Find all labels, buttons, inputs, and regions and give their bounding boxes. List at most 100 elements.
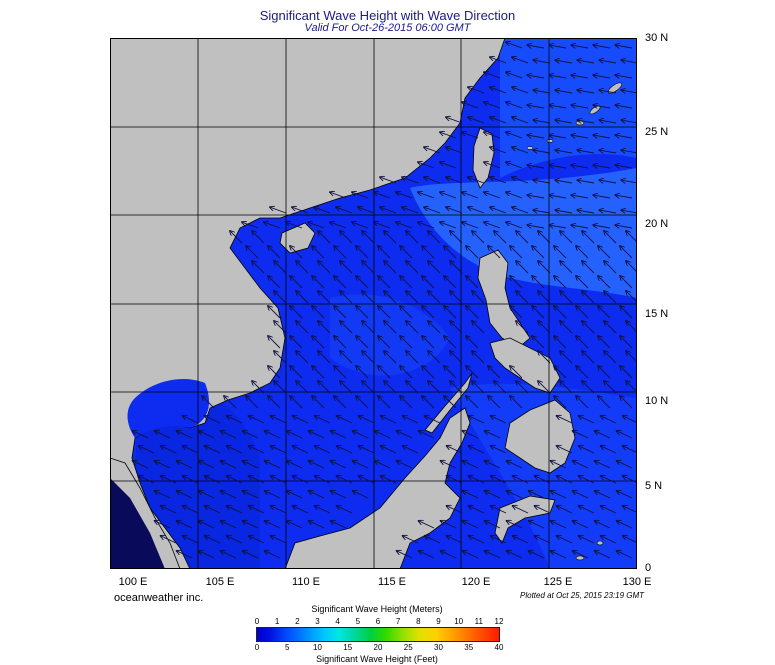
wave-arrow [447,506,463,514]
wave-arrow [183,416,199,424]
wave-arrow [463,491,479,499]
wave-arrow [516,261,529,274]
wave-arrow [406,231,419,244]
wave-arrow [221,521,237,529]
wave-arrow [293,446,309,454]
wave-arrow [356,246,369,259]
wave-arrow [290,396,303,409]
wave-arrow [599,90,617,93]
wave-arrow [626,261,637,273]
wave-arrow [617,461,633,469]
wave-arrow [579,536,595,544]
wave-arrow [576,396,589,409]
wave-arrow [538,381,551,394]
wave-arrow [623,416,637,424]
wave-arrow [488,366,501,379]
wave-arrow [356,276,369,289]
wave-arrow [356,336,369,349]
wave-arrow [555,60,573,63]
wave-arrow [577,210,595,213]
wave-arrow [444,366,457,379]
wave-arrow [155,521,171,529]
wave-arrow [485,491,501,499]
wave-arrow [516,321,529,334]
wave-arrow [621,120,637,123]
wave-arrow [484,72,501,79]
wave-arrow [571,135,589,138]
wave-arrow [375,431,391,439]
wave-arrow [268,366,281,379]
wave-arrow [252,261,265,274]
wave-arrow [490,207,507,214]
wave-arrow [621,180,637,183]
wave-arrow [422,246,435,259]
land-sulawesi [494,495,556,544]
wave-arrow [626,381,637,393]
wave-arrow [381,416,397,424]
wave-arrow [292,207,309,214]
wave-arrow [623,446,637,454]
wave-arrow [576,246,589,259]
wave-arrow [484,192,501,199]
wave-arrow [337,506,353,514]
wave-arrow [549,75,567,78]
wave-arrow [243,551,259,559]
wave-arrow [378,246,391,259]
plotted-timestamp: Plotted at Oct 25, 2015 23:19 GMT [520,591,645,600]
lat-label-15: 15 N [645,308,669,320]
wave-arrow [599,210,617,213]
wave-arrow [469,506,485,514]
wave-arrow [268,396,281,409]
wave-arrow [374,192,391,199]
wave-arrow [249,506,265,514]
wave-arrow [549,105,567,108]
wave-arrow [403,536,419,544]
wave-arrow [488,246,501,259]
wave-arrow [555,90,573,93]
wave-arrow [428,291,441,304]
wave-arrow [384,261,397,274]
wave-arrow [287,431,303,439]
wave-arrow [177,551,193,559]
wave-arrow [507,521,523,529]
wave-arrow [617,551,633,559]
wave-arrow [418,162,435,169]
wave-arrow [331,461,347,469]
wave-arrow [593,225,611,228]
wave-arrow [402,177,419,184]
wave-arrow [312,336,325,349]
wave-arrow [598,396,611,409]
wave-arrow [512,87,529,94]
wave-arrow [510,396,523,409]
wave-arrow [485,461,501,469]
wave-arrow [579,416,595,424]
wave-arrow [444,246,457,259]
wave-arrow [400,276,413,289]
wave-arrow [538,231,551,244]
wave-arrow [362,261,375,274]
wave-arrow [529,521,545,529]
wave-arrow [271,536,287,544]
wave-arrow [356,366,369,379]
wave-arrow [620,336,633,349]
wave-arrow [444,396,457,409]
wave-arrow [472,291,485,304]
wave-arrow [252,231,265,244]
wave-arrow [615,165,633,168]
wave-arrow [315,506,331,514]
wave-arrow [506,42,523,49]
wave-zone-mid [330,294,450,376]
wave-arrow [463,461,479,469]
wave-arrow [527,45,545,48]
wave-arrow [468,87,485,94]
wave-arrow [422,276,435,289]
wave-arrow [533,120,551,123]
wave-arrow [287,521,303,529]
wave-arrow [549,195,567,198]
wave-arrow [535,536,551,544]
wave-arrow [384,291,397,304]
wave-arrow [507,491,523,499]
wave-arrow [287,491,303,499]
wave-arrow [551,551,567,559]
wave-arrow [337,446,353,454]
